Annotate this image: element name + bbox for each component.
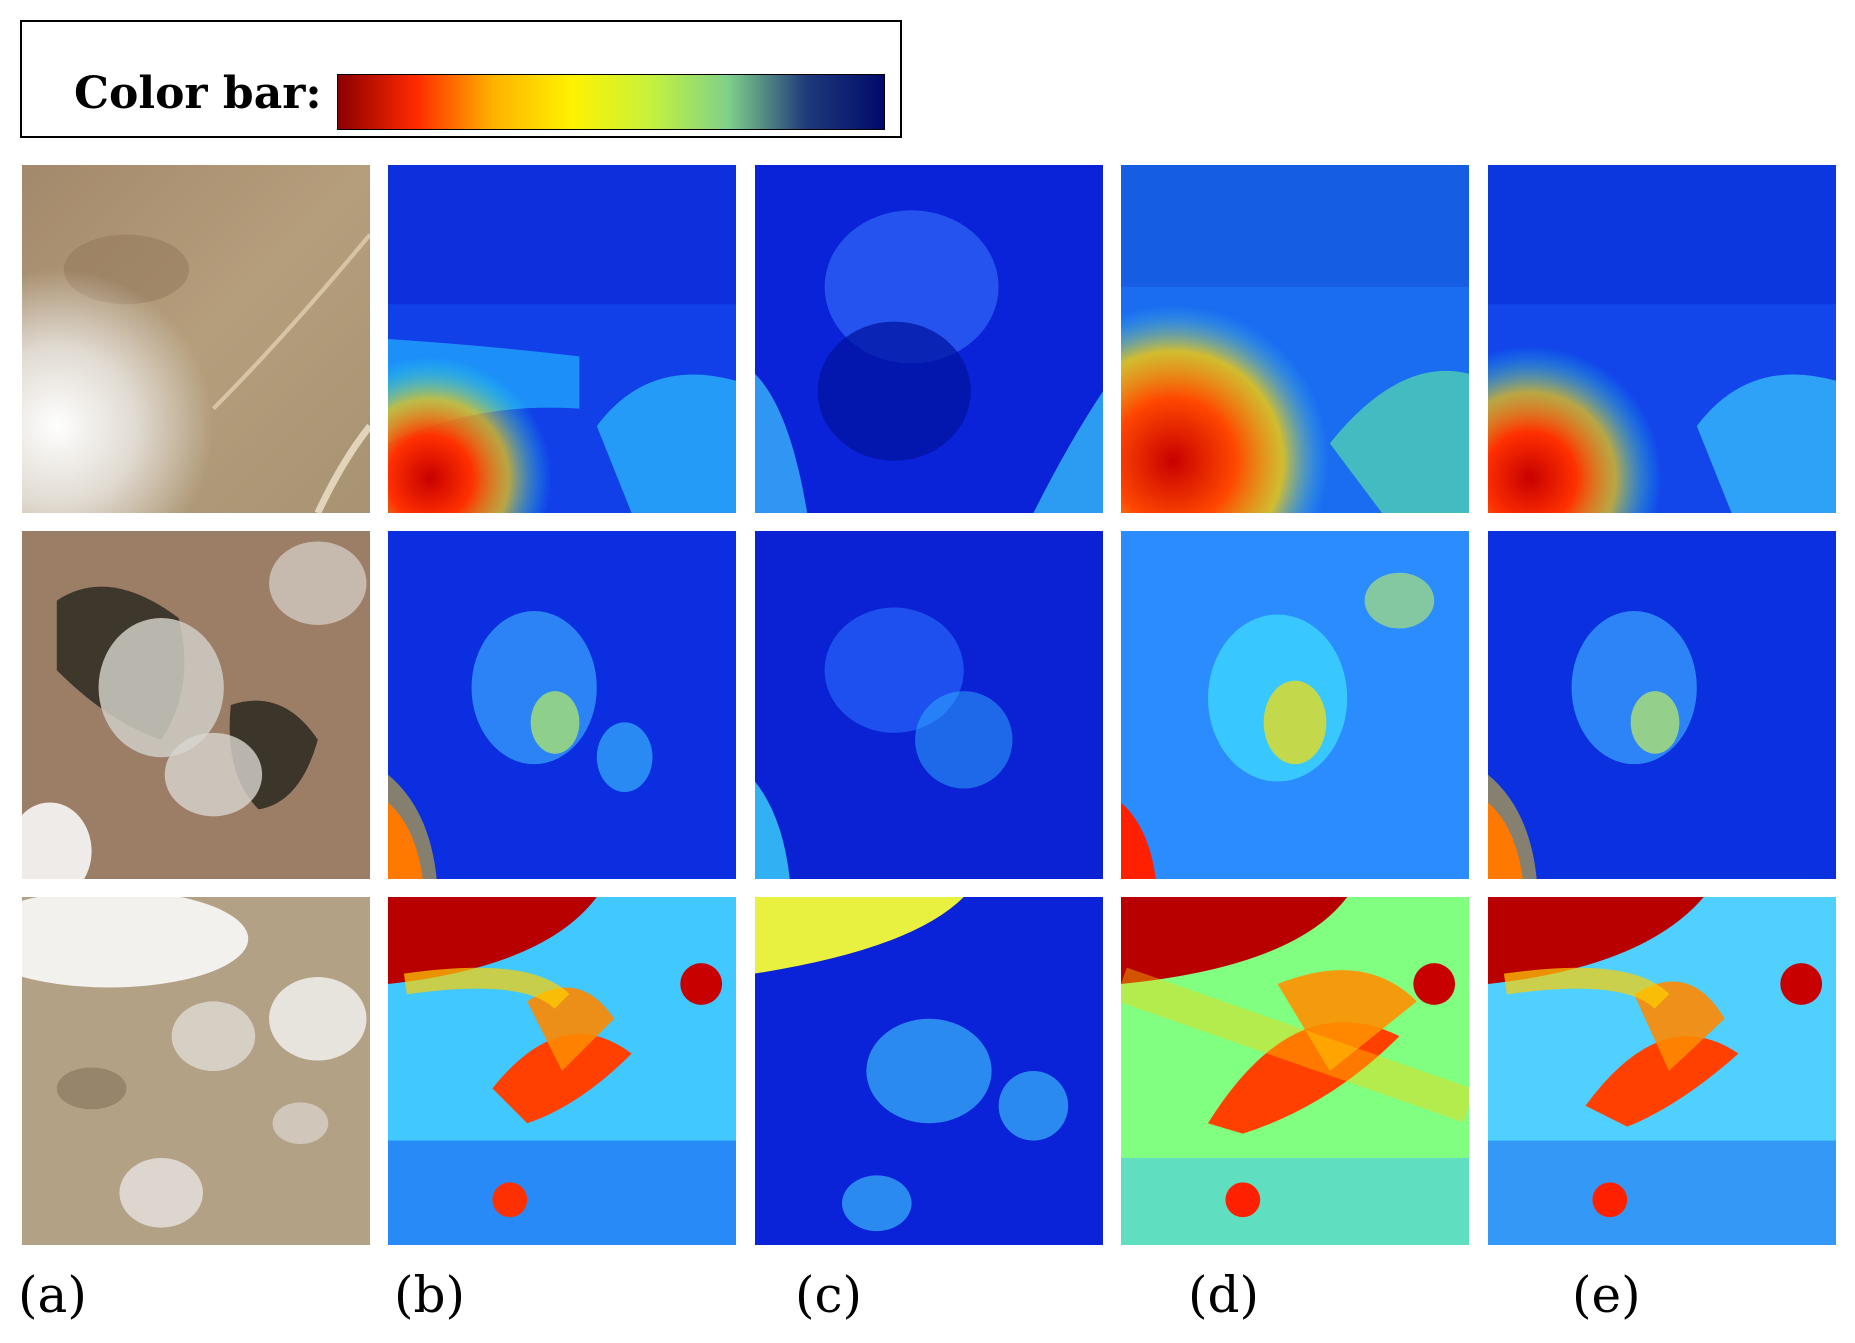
panel-c-row3-heatmap [755,897,1103,1245]
panel-label-a: (a) [18,1266,87,1324]
panel-b-row3-heatmap [388,897,736,1245]
panel-d-row1-heatmap [1121,165,1469,513]
panel-a-row2-satellite-image [22,531,370,879]
panel-label-d: (d) [1188,1266,1260,1324]
panel-a-row1-satellite-image [22,165,370,513]
panel-a-row3-satellite-image [22,897,370,1245]
panel-b-row1-heatmap [388,165,736,513]
panel-e-row3-heatmap [1488,897,1836,1245]
color-bar-label: Color bar: [74,68,322,119]
panel-e-row2-heatmap [1488,531,1836,879]
panel-d-row2-heatmap [1121,531,1469,879]
panel-label-e: (e) [1572,1266,1641,1324]
panel-e-row1-heatmap [1488,165,1836,513]
panel-label-b: (b) [394,1266,466,1324]
panel-d-row3-heatmap [1121,897,1469,1245]
panel-c-row2-heatmap [755,531,1103,879]
panel-label-c: (c) [795,1266,863,1324]
color-bar-gradient [337,74,885,130]
panel-b-row2-heatmap [388,531,736,879]
color-bar-legend: Color bar: [20,20,902,138]
panel-c-row1-heatmap [755,165,1103,513]
